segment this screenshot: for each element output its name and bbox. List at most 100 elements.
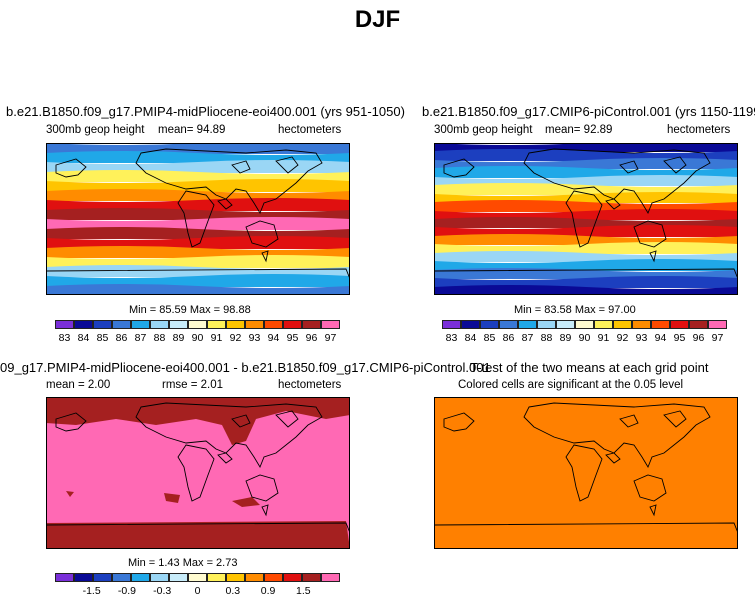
colorbar-tick-label: 85 bbox=[96, 332, 109, 344]
colorbar-tick-label: 85 bbox=[483, 332, 496, 344]
contour-patch bbox=[46, 521, 350, 549]
colorbar-cell bbox=[226, 320, 245, 329]
colorbar-cell bbox=[112, 320, 131, 329]
panel3-title: 09_g17.PMIP4-midPliocene-eoi400.001 - b.… bbox=[0, 360, 491, 375]
panel1-colorbar bbox=[55, 320, 340, 329]
contour-patch bbox=[164, 493, 180, 503]
coastline bbox=[177, 190, 215, 248]
coastline bbox=[663, 156, 687, 174]
contour-band bbox=[46, 179, 350, 192]
panel3-units: hectometers bbox=[278, 379, 342, 391]
colorbar-cell bbox=[188, 320, 207, 329]
colorbar-tick-label: 0.9 bbox=[260, 585, 276, 597]
colorbar-cell bbox=[556, 320, 575, 329]
panel2-units: hectometers bbox=[667, 124, 731, 136]
colorbar-tick-label: 95 bbox=[286, 332, 299, 344]
colorbar-cell bbox=[150, 320, 169, 329]
colorbar-cell bbox=[131, 320, 150, 329]
coastline bbox=[605, 452, 621, 464]
panel4-subtitle: Colored cells are significant at the 0.0… bbox=[458, 379, 684, 391]
colorbar-cell bbox=[537, 320, 556, 329]
coastline bbox=[605, 198, 621, 210]
colorbar-cell bbox=[169, 320, 188, 329]
panel2-mean: mean= 92.89 bbox=[545, 124, 613, 136]
coastline bbox=[231, 414, 251, 428]
colorbar-cell bbox=[575, 320, 594, 329]
colorbar-tick-label: 86 bbox=[502, 332, 515, 344]
colorbar-cell bbox=[670, 320, 689, 329]
colorbar-tick-label: 91 bbox=[210, 332, 223, 344]
panel1-title: b.e21.B1850.f09_g17.PMIP4-midPliocene-eo… bbox=[6, 104, 405, 119]
coastline bbox=[261, 504, 269, 517]
colorbar-cell bbox=[226, 573, 245, 582]
coastline bbox=[565, 444, 603, 502]
colorbar-tick-label: 96 bbox=[305, 332, 318, 344]
panel3-colorbar bbox=[55, 573, 340, 582]
colorbar-cell bbox=[613, 320, 632, 329]
panel1-mean: mean= 94.89 bbox=[158, 124, 226, 136]
colorbar-cell bbox=[321, 573, 340, 582]
coastline bbox=[443, 158, 475, 178]
coastline bbox=[649, 504, 657, 517]
coastline bbox=[275, 410, 299, 428]
field-fill bbox=[434, 397, 738, 549]
colorbar-cell bbox=[283, 320, 302, 329]
colorbar-cell bbox=[245, 320, 264, 329]
colorbar-cell bbox=[74, 320, 93, 329]
contour-band bbox=[434, 285, 738, 295]
coastline bbox=[649, 250, 657, 263]
map-frame bbox=[434, 143, 738, 295]
contour-band bbox=[46, 274, 350, 287]
colorbar-cell bbox=[93, 573, 112, 582]
coastline bbox=[245, 220, 279, 248]
contour-band bbox=[46, 198, 350, 211]
coastline bbox=[619, 160, 639, 174]
colorbar-tick-label: 89 bbox=[559, 332, 572, 344]
colorbar-cell bbox=[264, 320, 283, 329]
colorbar-cell bbox=[499, 320, 518, 329]
colorbar-cell bbox=[245, 573, 264, 582]
colorbar-tick-label: 0 bbox=[194, 585, 201, 597]
contour-band bbox=[46, 284, 350, 295]
colorbar-cell bbox=[442, 320, 461, 329]
contour-band bbox=[46, 236, 350, 249]
colorbar-tick-label: 92 bbox=[616, 332, 629, 344]
panel3-mean: mean = 2.00 bbox=[46, 379, 111, 391]
colorbar-cell bbox=[302, 320, 321, 329]
coastline bbox=[245, 474, 279, 502]
colorbar-cell bbox=[480, 320, 499, 329]
colorbar-tick-label: 91 bbox=[597, 332, 610, 344]
coastline bbox=[55, 158, 87, 178]
colorbar-cell bbox=[55, 320, 74, 329]
panel3-rmse: rmse = 2.01 bbox=[162, 379, 224, 391]
coastline bbox=[217, 198, 233, 210]
contour-patch bbox=[232, 497, 260, 507]
colorbar-cell bbox=[207, 573, 226, 582]
panel2-colorbar bbox=[442, 320, 727, 329]
colorbar-cell bbox=[169, 573, 188, 582]
coastline bbox=[275, 156, 299, 174]
colorbar-cell bbox=[55, 573, 74, 582]
map-frame bbox=[46, 397, 350, 549]
coastline bbox=[633, 220, 667, 248]
coastline bbox=[135, 402, 323, 469]
contour-patch bbox=[46, 397, 350, 445]
colorbar-tick-label: 83 bbox=[58, 332, 71, 344]
panel2-field-label: 300mb geop height bbox=[434, 124, 533, 136]
colorbar-tick-label: 88 bbox=[540, 332, 553, 344]
colorbar-tick-label: 90 bbox=[578, 332, 591, 344]
colorbar-tick-label: 97 bbox=[711, 332, 724, 344]
colorbar-cell bbox=[93, 320, 112, 329]
map-frame bbox=[434, 397, 738, 549]
panel2-title: b.e21.B1850.f09_g17.CMIP6-piControl.001 … bbox=[422, 104, 755, 119]
page-title: DJF bbox=[354, 6, 401, 33]
coastline bbox=[443, 412, 475, 432]
colorbar-cell bbox=[302, 573, 321, 582]
colorbar-cell bbox=[112, 573, 131, 582]
coastline bbox=[46, 522, 350, 549]
colorbar-cell bbox=[461, 320, 480, 329]
colorbar-tick-label: 86 bbox=[115, 332, 128, 344]
panel3-minmax: Min = 1.43 Max = 2.73 bbox=[128, 557, 238, 569]
panel4-title: T-test of the two means at each grid poi… bbox=[470, 360, 709, 375]
coastline bbox=[619, 414, 639, 428]
